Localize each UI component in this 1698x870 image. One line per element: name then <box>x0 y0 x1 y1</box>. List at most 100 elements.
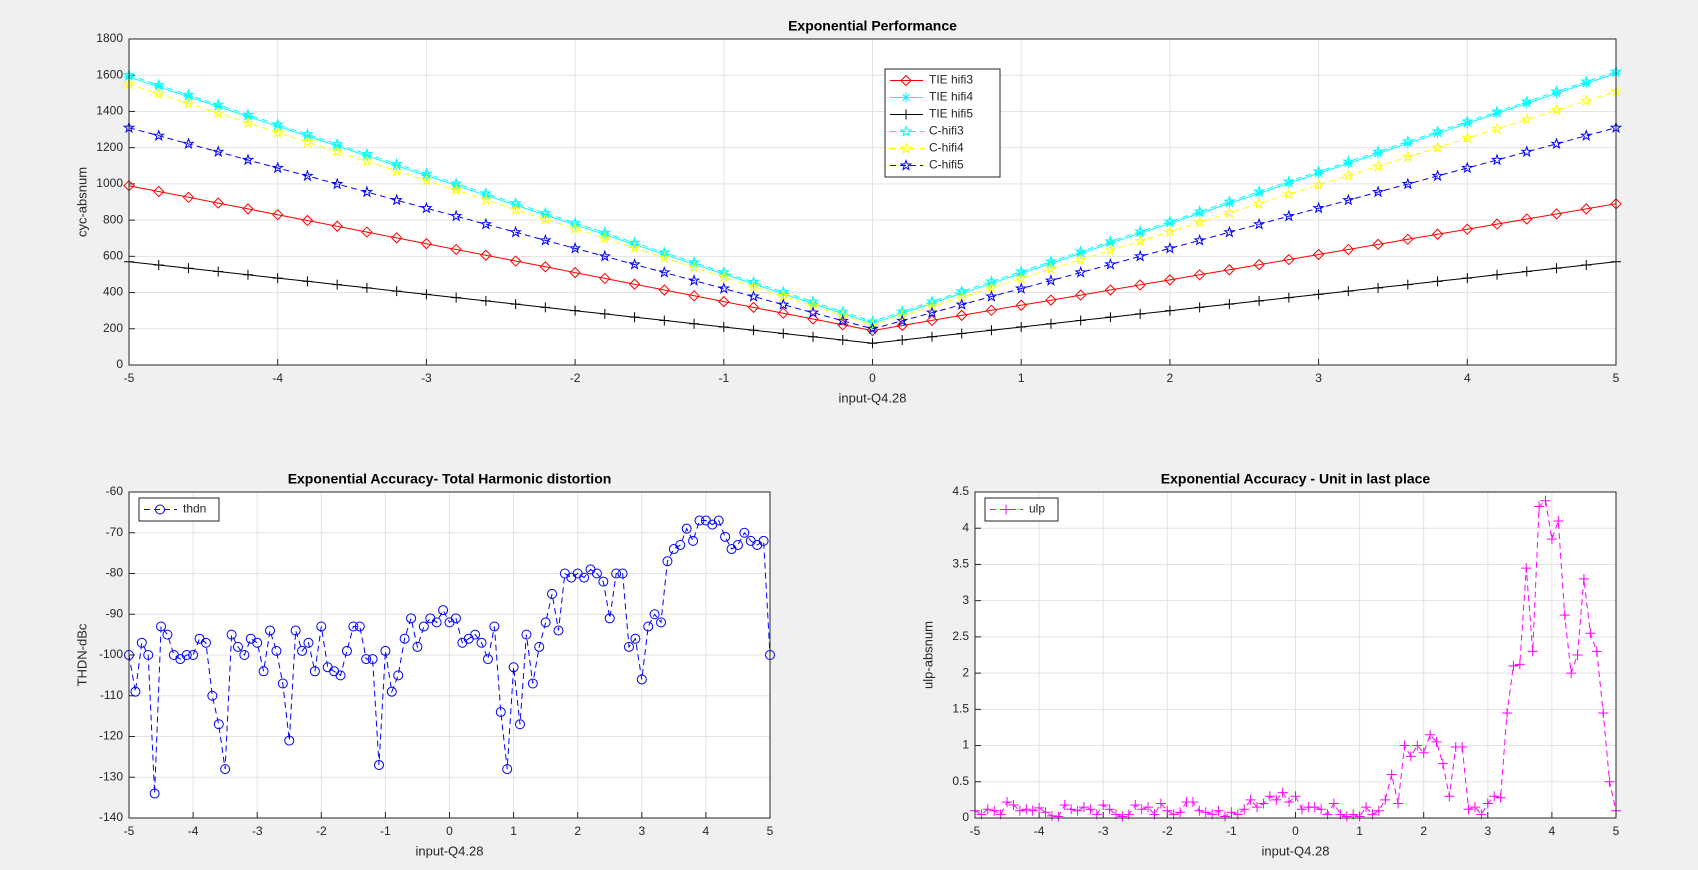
marker <box>1133 224 1147 237</box>
marker <box>1342 243 1355 256</box>
marker <box>1117 811 1128 822</box>
marker <box>212 106 225 119</box>
marker <box>152 87 165 100</box>
marker <box>297 645 308 656</box>
marker <box>1312 248 1325 261</box>
marker <box>479 193 493 206</box>
marker <box>1104 257 1117 270</box>
marker <box>1492 269 1503 280</box>
marker <box>662 556 673 567</box>
marker <box>360 154 374 167</box>
marker <box>687 255 701 268</box>
marker <box>658 284 671 296</box>
marker <box>1271 794 1282 805</box>
marker <box>553 625 564 636</box>
marker <box>1193 215 1206 228</box>
x-tick-label: 0 <box>869 371 876 385</box>
marker <box>1581 260 1592 271</box>
marker <box>901 92 911 103</box>
y-tick-label: 4 <box>962 520 969 534</box>
marker <box>732 539 743 550</box>
marker <box>207 690 218 701</box>
y-tick-label: 1200 <box>96 140 123 154</box>
marker <box>1373 805 1384 816</box>
marker <box>1074 253 1087 266</box>
marker <box>451 292 462 303</box>
marker <box>1224 299 1235 310</box>
marker <box>643 621 654 632</box>
marker <box>1386 769 1397 780</box>
marker <box>1461 131 1474 144</box>
marker <box>1343 286 1354 297</box>
marker <box>348 621 359 632</box>
marker <box>1521 563 1532 574</box>
marker <box>569 266 581 279</box>
x-tick-label: -3 <box>421 371 432 385</box>
marker <box>534 641 545 652</box>
marker <box>1105 312 1116 323</box>
marker <box>316 621 327 632</box>
marker <box>1162 805 1173 816</box>
marker <box>1550 137 1563 150</box>
marker <box>1283 292 1294 303</box>
marker <box>989 805 1000 816</box>
marker <box>412 641 423 652</box>
marker <box>1418 747 1429 758</box>
marker <box>717 265 731 278</box>
legend-box <box>138 497 220 522</box>
marker <box>1431 736 1442 747</box>
marker <box>688 290 700 302</box>
chart-title: Exponential Accuracy- Total Harmonic dis… <box>288 471 612 487</box>
marker <box>1163 241 1177 254</box>
marker <box>341 645 352 656</box>
marker <box>591 568 602 579</box>
marker <box>301 135 314 148</box>
y-tick-label: 2.5 <box>952 629 969 643</box>
marker <box>1371 145 1385 157</box>
marker <box>982 804 993 815</box>
marker <box>1282 187 1296 200</box>
marker <box>659 315 670 326</box>
marker <box>1223 264 1236 276</box>
marker <box>509 225 522 238</box>
marker <box>1551 263 1562 274</box>
marker <box>1572 650 1583 660</box>
marker <box>896 305 909 317</box>
marker <box>1457 742 1468 753</box>
x-tick-label: -5 <box>124 371 135 385</box>
marker <box>985 304 998 317</box>
x-tick-label: 1 <box>1356 824 1363 838</box>
marker <box>220 764 231 775</box>
marker <box>1002 797 1013 808</box>
marker <box>1045 294 1057 306</box>
y-tick-label: 600 <box>103 249 123 263</box>
marker <box>1380 794 1391 805</box>
marker <box>1521 266 1532 277</box>
marker <box>901 109 911 120</box>
marker <box>1104 284 1117 296</box>
marker <box>136 637 147 648</box>
marker <box>687 274 701 286</box>
marker <box>302 276 313 287</box>
marker <box>837 319 849 331</box>
marker <box>1085 804 1096 815</box>
marker <box>681 523 692 534</box>
marker <box>182 137 195 150</box>
y-axis-label: cyc-absnum <box>74 167 89 237</box>
x-tick-label: -3 <box>252 824 263 838</box>
marker <box>1027 805 1038 816</box>
marker <box>1104 243 1117 256</box>
marker <box>1495 792 1506 803</box>
marker <box>1098 799 1109 810</box>
marker <box>489 621 500 632</box>
marker <box>1361 802 1372 813</box>
marker <box>1431 141 1444 153</box>
marker <box>925 295 939 307</box>
y-tick-label: 1 <box>962 738 969 752</box>
marker <box>717 270 731 283</box>
y-tick-label: 3.5 <box>952 557 969 571</box>
marker <box>1045 318 1056 329</box>
marker <box>509 255 522 267</box>
marker <box>1296 804 1307 815</box>
marker <box>239 650 250 660</box>
